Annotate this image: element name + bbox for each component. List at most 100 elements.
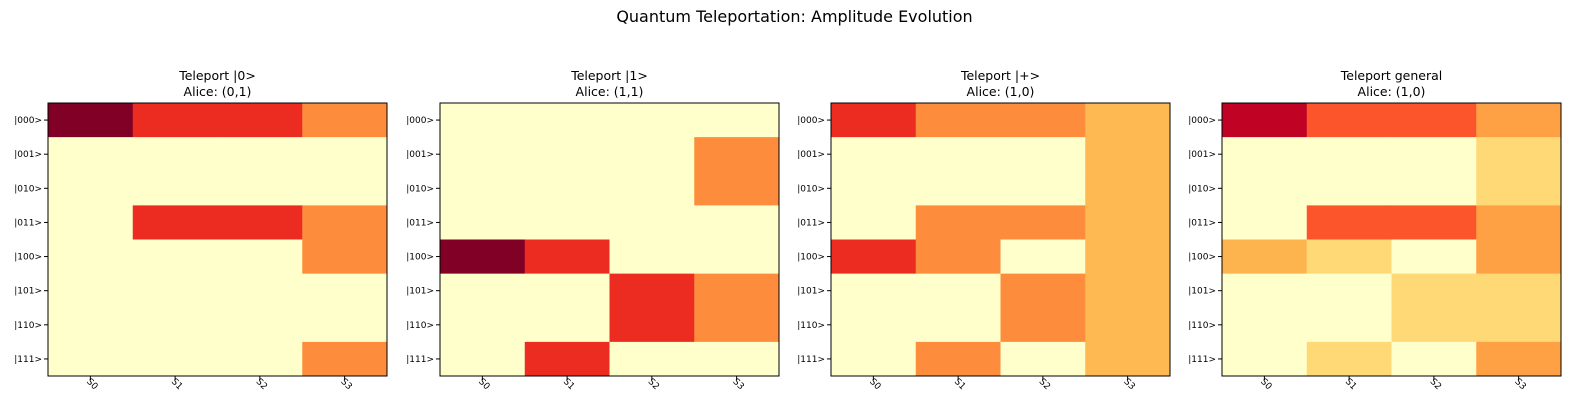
- heatmap-cell: [694, 205, 780, 241]
- heatmap-cell: [440, 205, 526, 241]
- heatmap-cell: [524, 239, 610, 275]
- heatmap-cell: [609, 205, 695, 241]
- heatmap-cell: [609, 137, 695, 172]
- heatmap-cell: [302, 239, 388, 275]
- heatmap-cell: [217, 205, 303, 241]
- heatmap-cell: [609, 103, 695, 138]
- y-tick-label: |100>: [797, 253, 825, 263]
- heatmap-cell: [1085, 239, 1171, 275]
- heatmap-cell: [1391, 341, 1477, 377]
- heatmap-cell: [831, 307, 917, 343]
- heatmap-cell: [915, 137, 1001, 172]
- heatmap-cell: [440, 171, 526, 206]
- heatmap-cell: [1085, 341, 1171, 377]
- heatmap-cell: [915, 341, 1001, 377]
- y-tick-label: |100>: [1188, 253, 1216, 263]
- heatmap-cell: [1391, 273, 1477, 309]
- heatmap-cell: [217, 307, 303, 343]
- heatmap-cell: [217, 239, 303, 275]
- heatmap-cell: [1391, 205, 1477, 241]
- heatmap-cell: [609, 273, 695, 309]
- y-tick-label: |100>: [14, 253, 42, 263]
- figure-title: Quantum Teleportation: Amplitude Evoluti…: [616, 7, 973, 26]
- y-tick-label: |110>: [797, 321, 825, 331]
- heatmap-cell: [1306, 341, 1392, 377]
- heatmap-cell: [1000, 273, 1086, 309]
- heatmap-cell: [1306, 171, 1392, 206]
- heatmap-cell: [132, 205, 218, 241]
- y-tick-label: |001>: [1188, 150, 1216, 160]
- heatmap-cell: [1391, 307, 1477, 343]
- heatmap-cell: [694, 239, 780, 275]
- heatmap-cell: [831, 273, 917, 309]
- heatmap-cell: [132, 273, 218, 309]
- y-tick-label: |011>: [14, 218, 42, 228]
- x-tick-label: S3: [1512, 377, 1527, 392]
- panel-subtitle: Alice: (1,1): [576, 84, 644, 99]
- heatmap-cell: [48, 205, 134, 241]
- heatmap-panel-3: Teleport |+>Alice: (1,0) |000> |001> |010> |…: [797, 68, 1171, 392]
- heatmap-cell: [694, 273, 780, 309]
- y-tick-label: |010>: [406, 184, 434, 194]
- y-tick-label: |000>: [1188, 116, 1216, 126]
- heatmap-cell: [609, 239, 695, 275]
- x-tick-label: S3: [338, 377, 353, 392]
- y-tick-label: |010>: [1188, 184, 1216, 194]
- heatmap-cell: [48, 307, 134, 343]
- heatmap-cell: [1476, 239, 1562, 275]
- heatmap-cell: [302, 171, 388, 206]
- heatmap-cell: [1476, 307, 1562, 343]
- y-tick-label: |001>: [406, 150, 434, 160]
- x-tick-label: S2: [1037, 377, 1052, 392]
- heatmap-cell: [132, 341, 218, 377]
- panel-frame: [47, 102, 388, 377]
- heatmap-cell: [132, 239, 218, 275]
- heatmap-cell: [1000, 341, 1086, 377]
- heatmap-cell: [217, 137, 303, 172]
- heatmap-cell: [1476, 171, 1562, 206]
- heatmap-cell: [302, 137, 388, 172]
- y-tick-label: |000>: [14, 116, 42, 126]
- heatmap-cell: [915, 205, 1001, 241]
- heatmap-cell: [440, 307, 526, 343]
- heatmap-cell: [831, 171, 917, 206]
- x-tick-label: S3: [1121, 377, 1136, 392]
- y-tick-label: |101>: [406, 287, 434, 297]
- heatmap-cell: [1391, 239, 1477, 275]
- heatmap-cell: [1085, 103, 1171, 138]
- panel-subtitle: Alice: (1,0): [967, 84, 1035, 99]
- heatmap-cell: [48, 137, 134, 172]
- panel-frame: [1221, 102, 1562, 377]
- heatmap-cell: [48, 171, 134, 206]
- heatmap-cell: [694, 341, 780, 377]
- heatmap-cell: [1000, 103, 1086, 138]
- y-tick-label: |100>: [406, 253, 434, 263]
- heatmap-cell: [1085, 273, 1171, 309]
- heatmap-cell: [915, 273, 1001, 309]
- heatmap-cell: [1222, 137, 1308, 172]
- y-tick-label: |111>: [1188, 355, 1216, 365]
- heatmap-cell: [217, 341, 303, 377]
- y-tick-label: |010>: [797, 184, 825, 194]
- y-tick-label: |001>: [14, 150, 42, 160]
- heatmap-cell: [1306, 137, 1392, 172]
- y-tick-label: |101>: [1188, 287, 1216, 297]
- heatmap-cell: [1391, 103, 1477, 138]
- heatmap-cell: [524, 273, 610, 309]
- heatmap-cell: [302, 205, 388, 241]
- heatmap-panel-1: Teleport |0>Alice: (0,1) |000> |001> |010> |…: [14, 68, 388, 392]
- heatmap-cell: [1476, 103, 1562, 138]
- heatmap-cell: [915, 171, 1001, 206]
- heatmap-cell: [915, 103, 1001, 138]
- heatmap-cell: [915, 239, 1001, 275]
- heatmap-cell: [1476, 273, 1562, 309]
- heatmap-cell: [831, 341, 917, 377]
- y-tick-label: |111>: [14, 355, 42, 365]
- heatmap-cell: [217, 171, 303, 206]
- x-tick-label: S1: [561, 377, 576, 392]
- heatmap-cell: [48, 239, 134, 275]
- heatmap-cell: [132, 137, 218, 172]
- heatmap-cell: [1306, 205, 1392, 241]
- heatmap-cell: [694, 171, 780, 206]
